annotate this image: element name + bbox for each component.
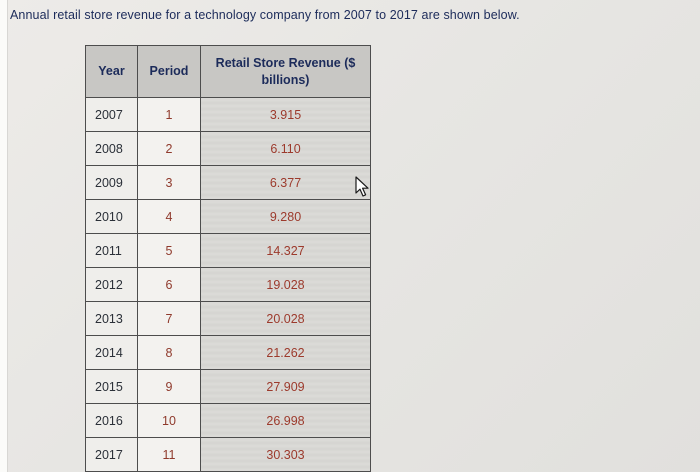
table-row: 2012 6 19.028 [85, 267, 371, 302]
revenue-cell: 21.262 [200, 335, 371, 370]
revenue-cell: 14.327 [200, 233, 371, 268]
year-cell: 2015 [85, 369, 138, 404]
header-cell-revenue: Retail Store Revenue ($ billions) [200, 45, 371, 98]
year-cell: 2012 [85, 267, 138, 302]
year-cell: 2017 [85, 437, 138, 472]
period-cell: 3 [137, 165, 201, 200]
table-row: 2009 3 6.377 [85, 165, 371, 200]
revenue-cell: 20.028 [200, 301, 371, 336]
year-cell: 2007 [85, 97, 138, 132]
year-cell: 2011 [85, 233, 138, 268]
period-cell: 2 [137, 131, 201, 166]
table-row: 2007 1 3.915 [85, 97, 371, 132]
year-cell: 2014 [85, 335, 138, 370]
intro-text: Annual retail store revenue for a techno… [10, 8, 520, 22]
period-cell: 8 [137, 335, 201, 370]
period-cell: 10 [137, 403, 201, 438]
year-cell: 2013 [85, 301, 138, 336]
table-row: 2013 7 20.028 [85, 301, 371, 336]
table-row: 2008 2 6.110 [85, 131, 371, 166]
period-cell: 11 [137, 437, 201, 472]
revenue-cell: 9.280 [200, 199, 371, 234]
revenue-cell: 26.998 [200, 403, 371, 438]
revenue-cell: 27.909 [200, 369, 371, 404]
table-header-row: Year Period Retail Store Revenue ($ bill… [85, 45, 371, 98]
year-cell: 2008 [85, 131, 138, 166]
mouse-cursor-icon [355, 176, 369, 197]
table-row: 2010 4 9.280 [85, 199, 371, 234]
period-cell: 5 [137, 233, 201, 268]
left-edge-strip [0, 0, 8, 472]
period-cell: 7 [137, 301, 201, 336]
table-row: 2017 11 30.303 [85, 437, 371, 472]
period-cell: 6 [137, 267, 201, 302]
revenue-cell: 30.303 [200, 437, 371, 472]
table-row: 2015 9 27.909 [85, 369, 371, 404]
year-cell: 2016 [85, 403, 138, 438]
revenue-table: Year Period Retail Store Revenue ($ bill… [85, 45, 371, 472]
revenue-cell: 19.028 [200, 267, 371, 302]
revenue-cell: 6.377 [200, 165, 371, 200]
revenue-table-container: Year Period Retail Store Revenue ($ bill… [85, 45, 371, 472]
table-row: 2011 5 14.327 [85, 233, 371, 268]
header-cell-year: Year [85, 45, 138, 98]
year-cell: 2010 [85, 199, 138, 234]
year-cell: 2009 [85, 165, 138, 200]
table-row: 2014 8 21.262 [85, 335, 371, 370]
period-cell: 9 [137, 369, 201, 404]
period-cell: 1 [137, 97, 201, 132]
revenue-cell: 6.110 [200, 131, 371, 166]
period-cell: 4 [137, 199, 201, 234]
revenue-cell: 3.915 [200, 97, 371, 132]
table-row: 2016 10 26.998 [85, 403, 371, 438]
header-cell-period: Period [137, 45, 201, 98]
